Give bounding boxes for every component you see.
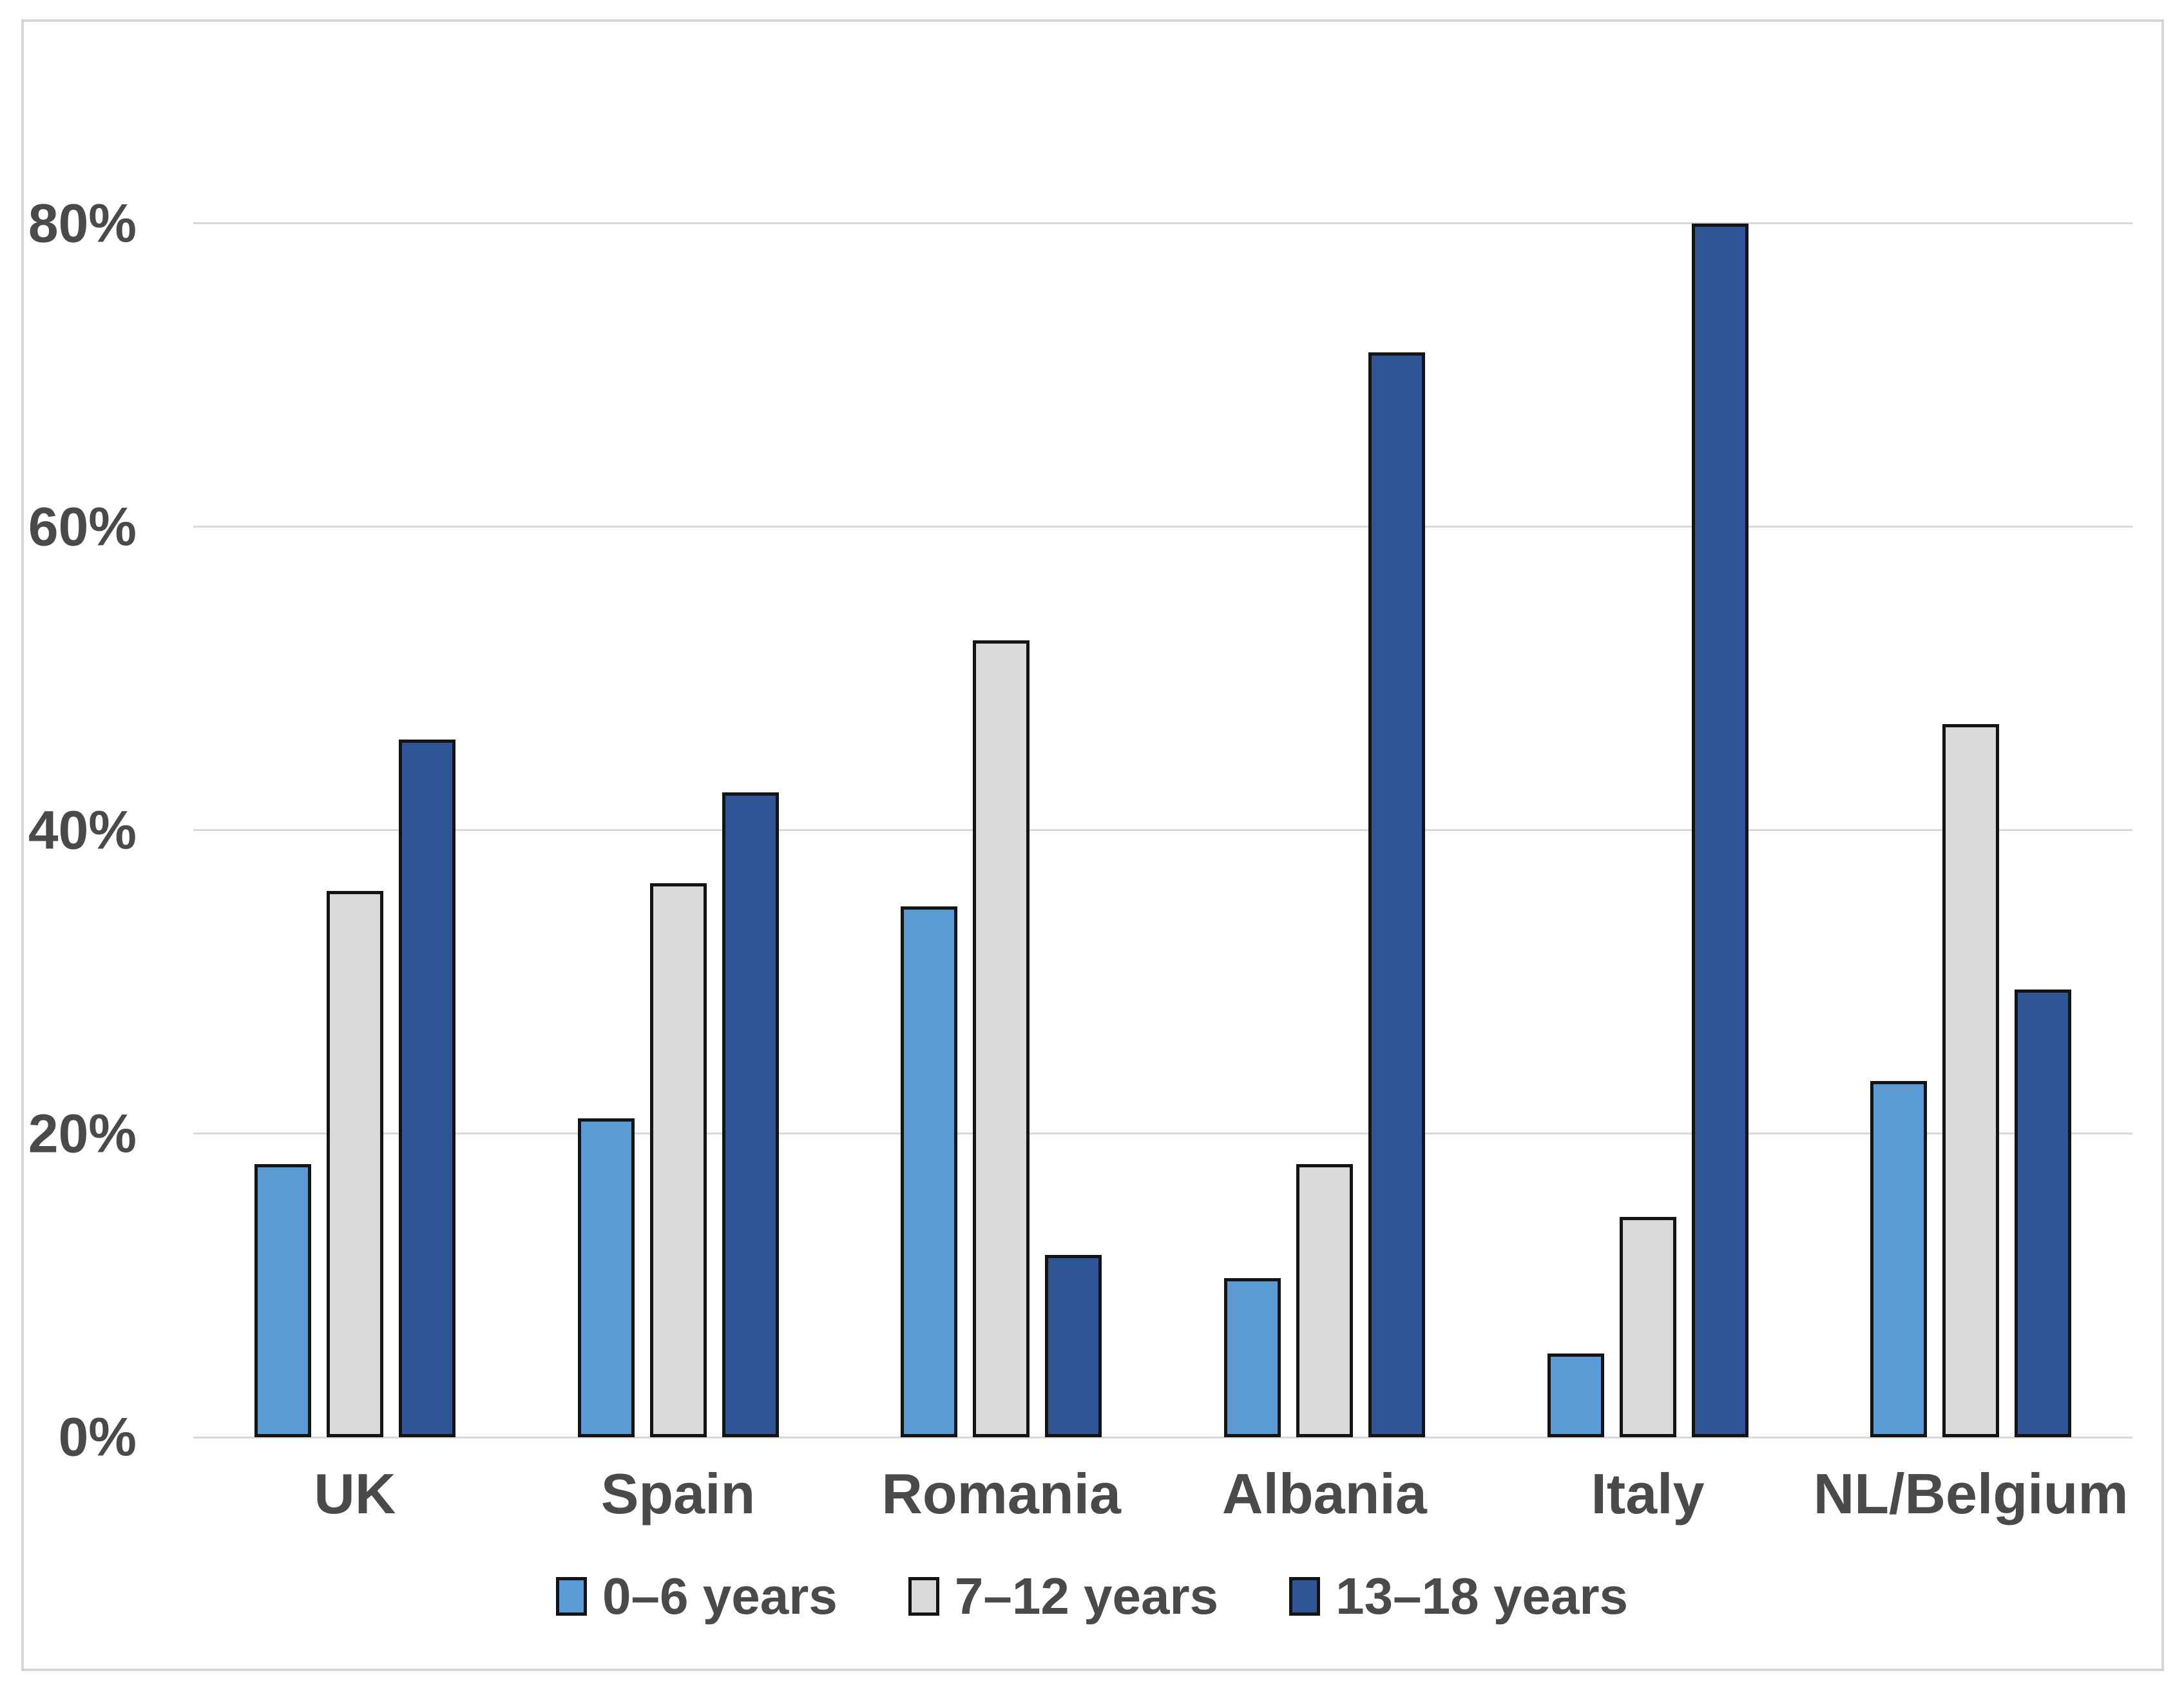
bar-7-12-years-albania (1296, 1164, 1353, 1437)
bar-groups (193, 148, 2132, 1437)
bar-7-12-years-romania (973, 640, 1030, 1437)
legend-label-0-6-years: 0–6 years (602, 1567, 838, 1625)
x-axis-label-spain: Spain (600, 1462, 756, 1526)
bar-0-6-years-italy (1547, 1353, 1604, 1437)
gridline-20pct (193, 1133, 2132, 1135)
legend-item-0-6-years: 0–6 years (556, 1567, 838, 1626)
legend: 0–6 years 7–12 years 13–18 years (0, 1567, 2184, 1626)
bar-0-6-years-albania (1223, 1277, 1281, 1437)
x-axis-label-romania: Romania (881, 1462, 1121, 1526)
bar-0-6-years-spain (577, 1118, 635, 1437)
y-tick-label-40pct: 40% (28, 799, 137, 861)
bar-13-18-years-nl-belgium (2015, 990, 2072, 1437)
bar-13-18-years-uk (398, 739, 455, 1437)
gridline-80pct (193, 222, 2132, 225)
bar-0-6-years-uk (254, 1164, 311, 1437)
bar-group-romania (839, 148, 1163, 1437)
x-axis-labels: UK Spain Romania Albania Italy NL/Belgium (193, 1461, 2132, 1527)
gridline-60pct (193, 526, 2132, 528)
bar-7-12-years-italy (1619, 1217, 1676, 1437)
x-axis-label-italy: Italy (1591, 1462, 1705, 1526)
x-axis-label-nl-belgium: NL/Belgium (1813, 1462, 2129, 1526)
gridline-0pct (193, 1436, 2132, 1439)
bar-7-12-years-spain (649, 883, 707, 1437)
y-tick-label-60pct: 60% (28, 496, 137, 557)
bar-group-albania (1163, 148, 1486, 1437)
y-axis-labels: 0% 20% 40% 60% 80% (0, 148, 137, 1467)
legend-item-7-12-years: 7–12 years (908, 1567, 1218, 1626)
bar-13-18-years-spain (722, 792, 779, 1437)
x-axis-label-albania: Albania (1221, 1462, 1427, 1526)
bar-7-12-years-uk (326, 891, 383, 1437)
bar-0-6-years-nl-belgium (1870, 1080, 1928, 1437)
bar-13-18-years-albania (1368, 352, 1425, 1437)
bar-group-spain (517, 148, 840, 1437)
bar-13-18-years-italy (1691, 223, 1748, 1437)
y-tick-label-80pct: 80% (28, 193, 137, 254)
gridline-40pct (193, 829, 2132, 832)
y-tick-label-0pct: 0% (58, 1406, 137, 1468)
bar-0-6-years-romania (901, 906, 958, 1437)
legend-swatch-0-6-years (556, 1577, 588, 1616)
bar-group-italy (1486, 148, 1810, 1437)
plot-area (193, 148, 2132, 1439)
y-tick-label-20pct: 20% (28, 1103, 137, 1164)
bar-group-nl-belgium (1809, 148, 2132, 1437)
legend-item-13-18-years: 13–18 years (1289, 1567, 1628, 1626)
x-axis-label-uk: UK (314, 1462, 396, 1526)
legend-label-7-12-years: 7–12 years (954, 1567, 1219, 1625)
legend-swatch-7-12-years (908, 1577, 939, 1616)
bar-13-18-years-romania (1045, 1255, 1102, 1437)
bar-group-uk (193, 148, 517, 1437)
bar-7-12-years-nl-belgium (1942, 724, 2000, 1437)
legend-swatch-13-18-years (1289, 1577, 1321, 1616)
legend-label-13-18-years: 13–18 years (1336, 1567, 1628, 1625)
